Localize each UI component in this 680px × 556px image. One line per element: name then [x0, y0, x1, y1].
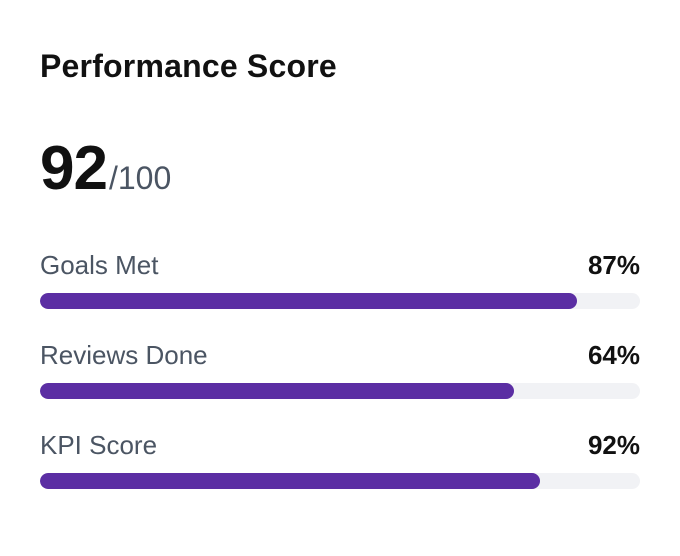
progress-fill [40, 293, 577, 309]
metric-label: Reviews Done [40, 340, 208, 370]
metric-value: 92% [587, 430, 640, 460]
score-max: /100 [108, 160, 172, 196]
score-display: 92 /100 [40, 134, 171, 204]
card-title: Performance Score [40, 48, 337, 84]
metric-row: Goals Met 87% [40, 248, 640, 282]
metric-goals-met: Goals Met 87% [40, 248, 640, 309]
metric-row: Reviews Done 64% [40, 338, 640, 372]
metric-kpi-score: KPI Score 92% [40, 428, 640, 489]
progress-track [40, 293, 640, 309]
metric-value: 64% [587, 340, 640, 370]
progress-track [40, 473, 640, 489]
metric-label: KPI Score [40, 430, 158, 460]
score-value: 92 [40, 134, 108, 203]
metric-value: 87% [587, 250, 640, 280]
metric-label: Goals Met [40, 250, 159, 280]
metric-row: KPI Score 92% [40, 428, 640, 462]
progress-fill [40, 473, 540, 489]
progress-fill [40, 383, 514, 399]
progress-track [40, 383, 640, 399]
metric-reviews-done: Reviews Done 64% [40, 338, 640, 399]
